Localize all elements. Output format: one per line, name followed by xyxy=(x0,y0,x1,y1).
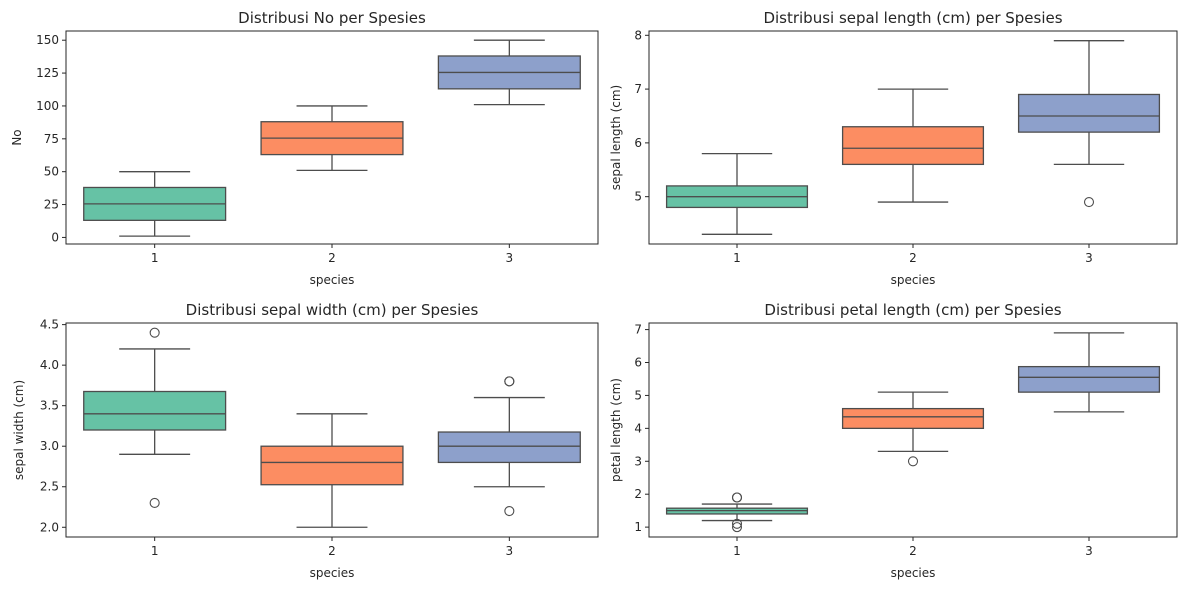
x-axis-label: species xyxy=(310,566,355,580)
iqr-box xyxy=(841,407,985,430)
box-3 xyxy=(1017,332,1161,413)
axes-frame xyxy=(65,30,599,245)
x-tick-label: 1 xyxy=(733,251,741,265)
chart-panel-4: Distribusi petal length (cm) per Spesies… xyxy=(609,301,1178,580)
y-axis-label: sepal width (cm) xyxy=(12,380,26,480)
chart-title: Distribusi No per Spesies xyxy=(238,9,426,27)
y-axis-label: sepal length (cm) xyxy=(609,85,623,190)
x-tick-label: 2 xyxy=(328,251,336,265)
box-3 xyxy=(437,39,581,106)
box-3 xyxy=(437,376,581,517)
chart-panel-1: Distribusi No per Spesies 0 25 50 75 100 125 15… xyxy=(10,9,599,287)
y-tick-label: 3.0 xyxy=(40,439,59,453)
iqr-box xyxy=(260,445,404,486)
outlier-point xyxy=(149,497,160,509)
y-tick-label: 25 xyxy=(44,198,59,212)
box-1 xyxy=(83,171,227,237)
x-tick-label: 3 xyxy=(506,544,514,558)
box-1 xyxy=(665,492,809,533)
iqr-box xyxy=(1017,365,1161,393)
y-tick-label: 100 xyxy=(36,99,59,113)
y-tick-label: 4 xyxy=(634,421,642,435)
y-tick-label: 5 xyxy=(634,190,642,204)
box-2 xyxy=(841,391,985,467)
y-tick-label: 7 xyxy=(634,323,642,337)
outlier-point xyxy=(1083,196,1095,208)
iqr-box xyxy=(841,126,985,166)
outlier-point xyxy=(149,327,160,338)
y-tick-label: 2.5 xyxy=(40,480,59,494)
x-tick-label: 1 xyxy=(151,251,159,265)
y-tick-label: 50 xyxy=(44,165,59,179)
x-axis-label: species xyxy=(891,273,936,287)
y-tick-label: 6 xyxy=(634,356,642,370)
y-tick-label: 4.5 xyxy=(40,318,59,332)
box-2 xyxy=(841,88,985,203)
axes-frame xyxy=(65,322,599,538)
x-tick-label: 3 xyxy=(1085,251,1093,265)
x-tick-label: 3 xyxy=(506,251,514,265)
axes-frame xyxy=(648,322,1178,538)
y-tick-label: 2 xyxy=(634,487,642,501)
x-axis-label: species xyxy=(891,566,936,580)
x-tick-label: 2 xyxy=(909,544,917,558)
chart-panel-3: Distribusi sepal width (cm) per Spesies 2… xyxy=(12,301,599,580)
outlier-point xyxy=(504,376,515,387)
box-2 xyxy=(260,413,404,528)
box-1 xyxy=(665,152,809,235)
iqr-box xyxy=(1017,93,1161,133)
outlier-point xyxy=(731,518,743,529)
y-tick-label: 125 xyxy=(36,66,59,80)
y-tick-label: 7 xyxy=(634,82,642,96)
x-tick-label: 3 xyxy=(1085,544,1093,558)
outlier-point xyxy=(731,522,743,533)
iqr-box xyxy=(83,390,227,431)
outlier-point xyxy=(504,506,515,517)
box-1 xyxy=(83,327,227,509)
x-tick-label: 2 xyxy=(909,251,917,265)
y-tick-label: 8 xyxy=(634,28,642,42)
x-tick-label: 2 xyxy=(328,544,336,558)
y-tick-label: 3.5 xyxy=(40,399,59,413)
y-tick-label: 5 xyxy=(634,388,642,402)
y-tick-label: 1 xyxy=(634,520,642,534)
y-axis-label: No xyxy=(10,129,24,145)
chart-panel-2: Distribusi sepal length (cm) per Spesies… xyxy=(609,9,1178,287)
y-tick-label: 2.0 xyxy=(40,520,59,534)
outlier-point xyxy=(907,456,919,467)
x-axis-label: species xyxy=(310,273,355,287)
y-tick-label: 150 xyxy=(36,33,59,47)
chart-title: Distribusi sepal length (cm) per Spesies xyxy=(763,9,1062,27)
iqr-box xyxy=(437,431,581,464)
chart-title: Distribusi sepal width (cm) per Spesies xyxy=(186,301,479,319)
y-tick-label: 75 xyxy=(44,132,59,146)
y-axis-label: petal length (cm) xyxy=(609,378,623,482)
axes-frame xyxy=(648,30,1178,245)
box-2 xyxy=(260,105,404,172)
y-tick-label: 6 xyxy=(634,136,642,150)
x-tick-label: 1 xyxy=(733,544,741,558)
y-tick-label: 3 xyxy=(634,454,642,468)
box-3 xyxy=(1017,40,1161,208)
x-tick-label: 1 xyxy=(151,544,159,558)
chart-title: Distribusi petal length (cm) per Spesies xyxy=(764,301,1061,319)
y-tick-label: 4.0 xyxy=(40,358,59,372)
y-tick-label: 0 xyxy=(51,230,59,244)
outlier-point xyxy=(731,492,743,503)
